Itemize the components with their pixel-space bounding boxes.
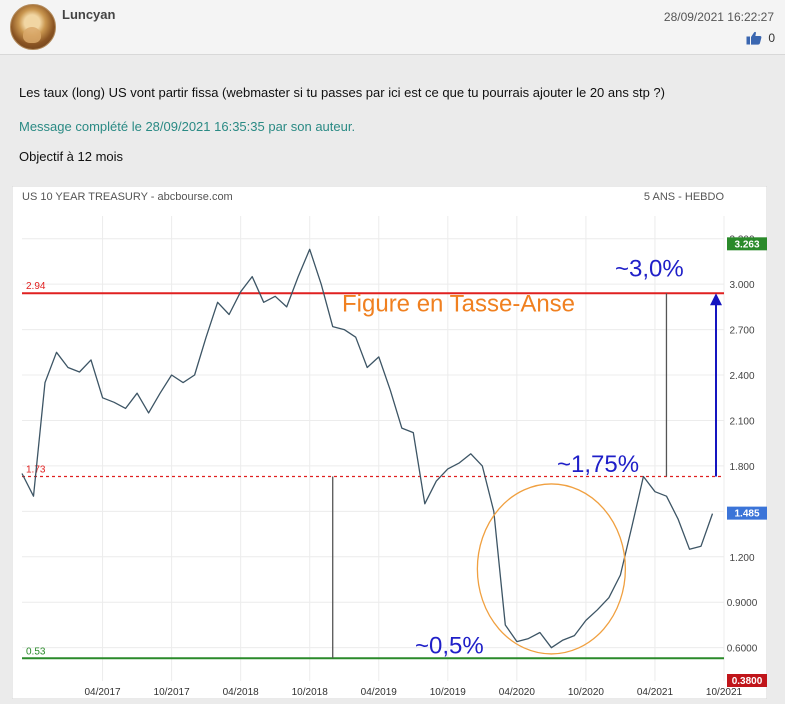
cup-circle: [476, 483, 627, 655]
max-value-badge: 3.263: [734, 239, 759, 250]
x-tick-label: 04/2021: [637, 687, 674, 698]
x-tick-label: 10/2018: [292, 687, 329, 698]
x-tick-label: 04/2017: [84, 687, 121, 698]
thumbs-up-icon[interactable]: [746, 31, 762, 45]
username[interactable]: Luncyan: [62, 7, 116, 22]
treasury-chart: US 10 YEAR TREASURY - abcbourse.com 5 AN…: [11, 185, 768, 700]
hline-label: 2.94: [26, 281, 46, 292]
post-body: Les taux (long) US vont partir fissa (we…: [0, 55, 785, 700]
last-value-badge: 1.485: [734, 509, 759, 520]
like-count: 0: [768, 31, 775, 45]
post-header: Luncyan 28/09/2021 16:22:27 0: [0, 0, 785, 55]
x-tick-label: 10/2017: [154, 687, 191, 698]
y-tick-label: 0.6000: [727, 644, 758, 655]
y-tick-label: 3.000: [729, 280, 754, 291]
x-tick-label: 10/2021: [706, 687, 743, 698]
chart-period-label: 5 ANS - HEBDO: [644, 191, 725, 203]
edit-note: Message complété le 28/09/2021 16:35:35 …: [19, 119, 356, 134]
neckline-label: ~1,75%: [557, 451, 639, 478]
series-line: [21, 248, 714, 649]
min-value-badge-bg: [727, 674, 767, 687]
last-value-badge-bg: [727, 506, 767, 520]
target-arrow-head: [710, 293, 722, 306]
target-label: ~3,0%: [615, 256, 684, 283]
chart-title: US 10 YEAR TREASURY - abcbourse.com: [22, 191, 233, 203]
x-tick-label: 04/2019: [361, 687, 398, 698]
y-tick-label: 1.800: [729, 462, 754, 473]
like-control[interactable]: 0: [746, 31, 775, 45]
y-tick-label: 0.9000: [727, 598, 758, 609]
chart-container: US 10 YEAR TREASURY - abcbourse.com 5 AN…: [11, 185, 768, 700]
y-tick-label: 1.200: [729, 553, 754, 564]
x-tick-label: 10/2020: [568, 687, 605, 698]
max-value-badge-bg: [727, 237, 767, 251]
y-tick-label: 2.100: [729, 416, 754, 427]
y-tick-label: 2.400: [729, 371, 754, 382]
objective-text: Objectif à 12 mois: [19, 149, 124, 164]
min-value-badge: 0.3800: [732, 676, 763, 687]
x-tick-label: 10/2019: [430, 687, 467, 698]
x-tick-label: 04/2020: [499, 687, 536, 698]
cup-handle-label: Figure en Tasse-Anse: [342, 290, 575, 317]
hline-label: 0.53: [26, 646, 46, 657]
bottom-label: ~0,5%: [415, 633, 484, 660]
post-timestamp: 28/09/2021 16:22:27: [663, 10, 774, 24]
y-tick-label: 2.700: [729, 326, 754, 337]
avatar[interactable]: [10, 4, 56, 50]
message-text: Les taux (long) US vont partir fissa (we…: [19, 85, 665, 100]
x-tick-label: 04/2018: [223, 687, 260, 698]
